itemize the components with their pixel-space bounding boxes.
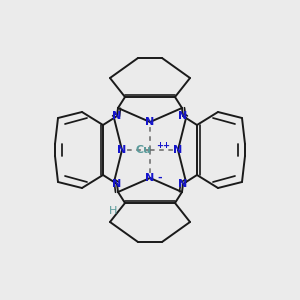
Text: ++: ++ xyxy=(156,140,170,149)
Text: N: N xyxy=(112,179,122,189)
Text: N: N xyxy=(112,111,122,121)
Text: N: N xyxy=(178,179,188,189)
Text: -: - xyxy=(158,173,162,183)
Text: N: N xyxy=(146,117,154,127)
Text: N: N xyxy=(173,145,183,155)
Text: N: N xyxy=(146,173,154,183)
Text: H: H xyxy=(109,206,117,216)
Text: N: N xyxy=(178,111,188,121)
Text: N: N xyxy=(117,145,127,155)
Text: Cu: Cu xyxy=(135,145,151,155)
